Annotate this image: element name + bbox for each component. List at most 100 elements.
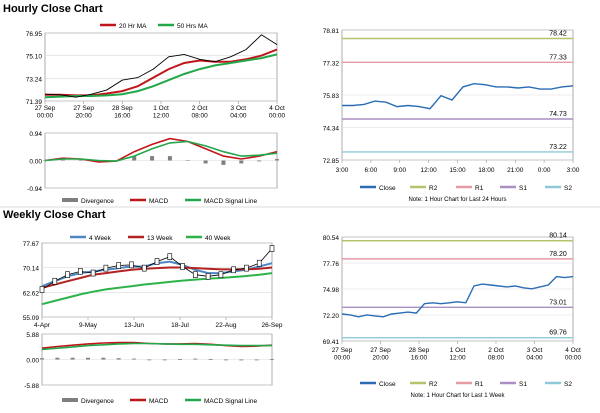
weekly-pivot-level-label-3: 69.76 — [549, 330, 567, 337]
hourly-pivot-legend-4-label: S2 — [564, 185, 572, 192]
weekly-pivot-close-series-0 — [341, 275, 574, 318]
weekly-macd-ytick-0: 5.88 — [26, 332, 39, 339]
hourly-macd-legend-2-label: MACD Signal Line — [204, 198, 257, 205]
hourly-macd-divergence-bar-9 — [203, 160, 208, 164]
weekly-price-candle-7 — [129, 261, 134, 269]
weekly-pivot-xtick-3: 1 Oct 12:00 — [449, 347, 466, 362]
weekly-pivot-note: Note: 1 Hour Chart for Last 1 Week — [411, 393, 506, 399]
weekly-price-xtick-2: 13-Jun — [124, 322, 144, 329]
hourly-pivot-ytick-2: 75.83 — [323, 93, 340, 100]
hourly-pivot-legend-2-label: R1 — [475, 185, 484, 192]
hourly-price-ytick-2: 73.24 — [26, 76, 43, 83]
weekly-macd-series-1 — [41, 342, 272, 351]
hourly-pivot-level-label-2: 74.73 — [549, 111, 567, 118]
weekly-price-candle-10 — [167, 253, 173, 260]
hourly-pivot-legend-3-label: S1 — [519, 185, 527, 192]
weekly-price-ytick-2: 62.62 — [23, 290, 40, 297]
weekly-macd-divergence-bar-15 — [270, 359, 274, 360]
weekly-macd-divergence-bar-10 — [193, 358, 198, 360]
hourly-pivot-xtick-1: 6:00 — [365, 167, 378, 174]
weekly-macd-legend-0-swatch — [62, 398, 78, 402]
hourly-pivot-xtick-5: 18:00 — [478, 167, 495, 174]
hourly-price-xtick-6: 4 Oct 00:00 — [269, 105, 286, 120]
weekly-pivot-xtick-5: 3 Oct 04:00 — [526, 347, 543, 362]
weekly-price-xtick-0: 4-Apr — [34, 322, 51, 329]
hourly-pivot-close-series-0 — [342, 82, 574, 110]
weekly-pivot-legend-2-label: R1 — [475, 381, 484, 388]
hourly-macd-ytick-1: 0.00 — [29, 159, 42, 166]
hourly-price-series-2 — [44, 34, 278, 98]
weekly-price-series-2 — [41, 272, 273, 306]
weekly-macd-legend-2-label: MACD Signal Line — [204, 398, 257, 405]
weekly-macd-divergence-bar-1 — [55, 357, 60, 360]
weekly-price-candle-18 — [269, 245, 275, 252]
weekly-price-legend-0-label: 4 Week — [89, 235, 112, 242]
weekly-price-candle-4 — [90, 269, 96, 277]
weekly-price-candle-15 — [231, 266, 236, 274]
weekly-price-candle-8 — [141, 264, 147, 272]
weekly-macd-divergence-bar-11 — [208, 359, 213, 360]
hourly-pivot-xtick-2: 9:00 — [393, 167, 406, 174]
weekly-macd-divergence-bar-6 — [132, 358, 136, 360]
hourly-price-ytick-3: 71.39 — [26, 99, 43, 106]
weekly-pivot-ytick-2: 74.98 — [323, 287, 340, 294]
hourly-macd-divergence-bar-8 — [185, 160, 190, 161]
weekly-macd-legend-1-label: MACD — [149, 398, 168, 405]
weekly-pivot-level-label-1: 78.20 — [549, 251, 567, 258]
hourly-macd-divergence-bar-0 — [43, 160, 47, 161]
weekly-macd-divergence-bar-7 — [147, 359, 152, 361]
weekly-macd-ytick-2: -5.88 — [24, 383, 39, 390]
hourly-price-ytick-0: 76.95 — [26, 31, 43, 38]
weekly-price-candle-1 — [52, 277, 58, 285]
weekly-section-title: Weekly Close Chart — [3, 209, 106, 221]
weekly-pivot-xtick-6: 4 Oct 00:00 — [565, 347, 582, 362]
hourly-price-xtick-5: 3 Oct 04:00 — [230, 105, 247, 120]
weekly-macd-ytick-1: 0.00 — [26, 358, 39, 365]
hourly-pivot-note: Note: 1 Hour Chart for Last 24 Hours — [408, 197, 506, 203]
hourly-macd-legend-1-label: MACD — [149, 198, 168, 205]
weekly-pivot-level-label-2: 73.01 — [549, 299, 567, 306]
hourly-pivot-xtick-0: 3:00 — [336, 167, 349, 174]
weekly-price-candle-14 — [218, 271, 224, 278]
hourly-macd-ytick-0: 0.94 — [29, 131, 42, 138]
hourly-macd-divergence-bar-11 — [239, 160, 244, 164]
hourly-macd-series-1 — [44, 140, 278, 162]
hourly-pivot-ytick-0: 78.81 — [323, 28, 340, 35]
weekly-price-candle-11 — [180, 263, 185, 270]
weekly-pivot-ytick-4: 69.41 — [323, 339, 340, 346]
hourly-pivot-xtick-4: 15:00 — [449, 167, 466, 174]
hourly-price-legend-0-label: 20 Hr MA — [119, 23, 147, 30]
weekly-price-candle-0 — [39, 286, 45, 293]
hourly-macd-divergence-bar-12 — [257, 160, 262, 162]
weekly-price-xtick-1: 9-May — [79, 322, 98, 329]
hourly-macd-divergence-bar-5 — [132, 156, 137, 161]
weekly-price-xtick-5: 26-Sep — [262, 322, 283, 329]
weekly-pivot-xtick-4: 2 Oct 08:00 — [488, 347, 505, 362]
weekly-price-xtick-4: 22-Aug — [216, 322, 237, 329]
weekly-pivot-legend-4-label: S2 — [564, 381, 572, 388]
hourly-pivot-xtick-7: 0:00 — [538, 167, 551, 174]
weekly-price-candle-6 — [116, 262, 121, 269]
hourly-price-xtick-1: 27 Sep 20:00 — [73, 105, 94, 120]
weekly-price-ytick-3: 55.09 — [23, 315, 40, 322]
hourly-price-xtick-2: 28 Sep 16:00 — [112, 105, 133, 120]
weekly-price-candle-17 — [256, 259, 262, 267]
weekly-macd-divergence-bar-5 — [116, 358, 121, 360]
hourly-macd-divergence-bar-6 — [150, 156, 155, 161]
hourly-macd-divergence-bar-7 — [167, 156, 172, 161]
hourly-macd-ytick-2: -0.94 — [27, 186, 42, 193]
weekly-pivot-xtick-1: 27 Sep 20:00 — [370, 347, 391, 362]
weekly-pivot-ytick-1: 77.76 — [323, 261, 340, 268]
hourly-price-series-0 — [45, 48, 278, 97]
hourly-macd-divergence-bar-2 — [78, 160, 83, 161]
hourly-macd-divergence-bar-13 — [275, 159, 279, 161]
weekly-price-candle-13 — [205, 273, 211, 280]
hourly-macd-divergence-bar-10 — [221, 160, 226, 165]
weekly-pivot-legend-3-label: S1 — [519, 381, 527, 388]
hourly-price-xtick-4: 2 Oct 08:00 — [192, 105, 209, 120]
weekly-price-ytick-0: 77.67 — [23, 241, 40, 248]
hourly-macd-legend-0-label: Divergence — [81, 198, 114, 205]
hourly-macd-divergence-bar-1 — [60, 159, 65, 161]
hourly-pivot-ytick-3: 74.34 — [323, 126, 340, 133]
